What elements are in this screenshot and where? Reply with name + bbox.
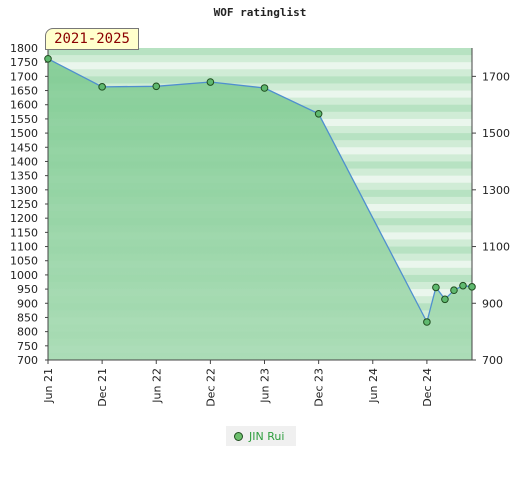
data-point <box>260 84 269 92</box>
data-point <box>206 78 215 86</box>
x-tick-label: Jun 21 <box>42 368 55 404</box>
y-tick-label-left: 950 <box>17 283 38 296</box>
x-tick-label: Jun 23 <box>259 368 272 404</box>
y-tick-label-left: 1350 <box>10 170 38 183</box>
legend[interactable]: JIN Rui <box>226 426 296 446</box>
y-tick-label-left: 1500 <box>10 127 38 140</box>
data-point <box>450 286 458 295</box>
y-tick-label-right: 1300 <box>482 184 510 197</box>
y-tick-label-left: 850 <box>17 311 38 324</box>
y-tick-label-left: 1700 <box>10 70 38 83</box>
y-tick-label-left: 1150 <box>10 226 38 239</box>
y-tick-label-left: 1200 <box>10 212 38 225</box>
x-tick-label: Dec 24 <box>421 368 434 407</box>
data-point <box>468 283 476 291</box>
series-markers <box>44 54 476 326</box>
y-tick-label-right: 1100 <box>482 241 510 254</box>
y-tick-label-left: 800 <box>17 326 38 339</box>
y-tick-label-left: 1450 <box>10 141 38 154</box>
x-tick-label: Dec 23 <box>313 368 326 407</box>
x-tick-label: Jun 24 <box>367 368 380 404</box>
series-area-fill <box>48 58 472 360</box>
y-tick-label-left: 900 <box>17 297 38 310</box>
period-badge: 2021-2025 <box>45 28 139 50</box>
y-tick-label-right: 700 <box>482 354 503 367</box>
data-point <box>441 295 449 304</box>
x-tick-label: Jun 22 <box>150 368 163 404</box>
chart-axes: 1800175017001650160015501500145014001350… <box>10 42 510 407</box>
legend-label: JIN Rui <box>249 429 285 443</box>
data-point <box>314 110 323 118</box>
y-tick-label-right: 1700 <box>482 70 510 83</box>
background-band <box>48 69 472 77</box>
data-point <box>423 318 431 326</box>
y-tick-label-left: 1400 <box>10 155 38 168</box>
data-point <box>152 82 161 91</box>
data-point <box>44 54 52 63</box>
background-band <box>48 48 472 56</box>
y-tick-label-left: 1250 <box>10 198 38 211</box>
y-tick-label-left: 1300 <box>10 184 38 197</box>
legend-marker-icon <box>234 431 243 441</box>
x-tick-label: Dec 21 <box>96 368 109 407</box>
y-tick-label-left: 1550 <box>10 113 38 126</box>
background-band <box>48 55 472 63</box>
y-tick-label-left: 700 <box>17 354 38 367</box>
background-band <box>48 76 472 84</box>
chart-title: WOF ratinglist <box>213 6 307 19</box>
background-band <box>48 62 472 70</box>
y-tick-label-right: 900 <box>482 297 503 310</box>
y-tick-label-left: 1050 <box>10 255 38 268</box>
y-tick-label-left: 1800 <box>10 42 38 55</box>
y-tick-label-left: 750 <box>17 340 38 353</box>
y-tick-label-left: 1750 <box>10 56 38 69</box>
data-point <box>98 83 106 91</box>
data-point <box>459 281 467 290</box>
y-tick-label-left: 1650 <box>10 85 38 98</box>
y-tick-label-left: 1100 <box>10 241 38 254</box>
x-tick-label: Dec 22 <box>204 368 217 407</box>
y-tick-label-right: 1500 <box>482 127 510 140</box>
y-tick-label-left: 1600 <box>10 99 38 112</box>
y-tick-label-left: 1000 <box>10 269 38 282</box>
data-point <box>432 283 440 292</box>
